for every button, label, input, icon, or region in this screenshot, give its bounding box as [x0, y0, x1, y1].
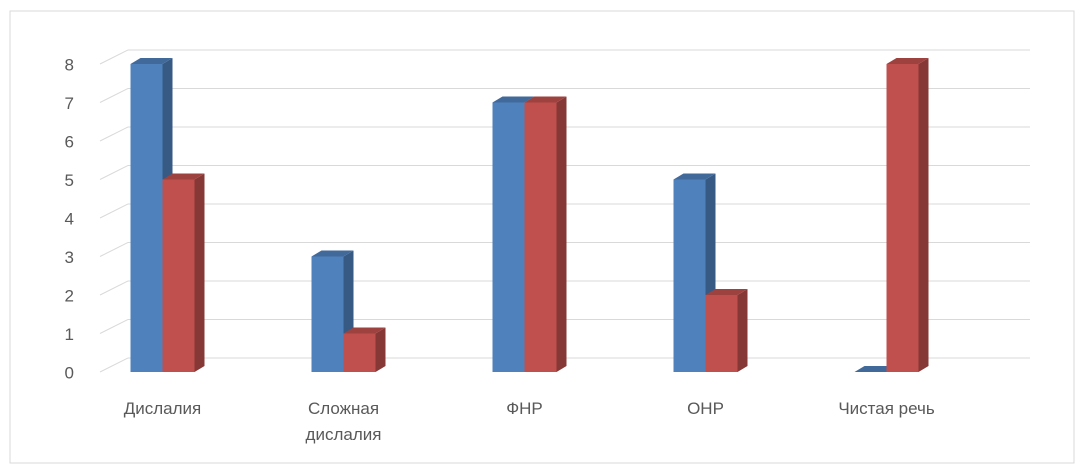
grid-line: [99, 203, 129, 219]
y-tick-label: 4: [65, 209, 74, 228]
bar: [886, 64, 919, 372]
y-tick-label: 6: [65, 132, 74, 151]
bar-top: [162, 173, 205, 180]
bar-side: [375, 327, 386, 372]
grid-line: [99, 49, 129, 65]
y-tick-label: 2: [65, 286, 74, 305]
y-tick-label: 8: [65, 55, 74, 74]
y-tick-label: 7: [65, 94, 74, 113]
x-tick-label: Сложная дислалия: [305, 399, 382, 444]
bar-top: [130, 58, 173, 64]
x-tick-label: Чистая речь: [838, 399, 935, 418]
grid-line: [99, 88, 129, 103]
bar-side: [194, 173, 205, 372]
grid-line: [99, 126, 129, 142]
grid-line: [99, 165, 129, 180]
x-tick-label: Дислалия: [123, 399, 202, 418]
bar-top: [524, 96, 567, 103]
bar: [311, 256, 344, 372]
bar-top: [492, 96, 535, 103]
grid-line: [99, 319, 129, 334]
y-tick-label: 0: [65, 363, 74, 382]
chart-border: [9, 10, 1075, 464]
bar-side: [556, 96, 567, 372]
bar-top: [343, 327, 386, 334]
bar-top: [311, 250, 354, 257]
bar: [343, 333, 376, 372]
bar-top: [854, 366, 897, 372]
bar: [162, 179, 195, 372]
grid-line: [99, 357, 129, 373]
bar-top: [705, 289, 748, 295]
bar-side: [737, 289, 748, 372]
bar: [673, 179, 706, 372]
bar-top: [673, 173, 716, 180]
bar-top: [886, 58, 929, 64]
bar-side: [918, 58, 929, 372]
bar: [524, 102, 557, 372]
bar: [130, 64, 163, 372]
y-tick-label: 1: [65, 325, 74, 344]
grid-line: [99, 280, 129, 296]
bar: [492, 102, 525, 372]
grid-line: [99, 242, 129, 257]
bar: [705, 295, 738, 372]
y-tick-label: 3: [65, 248, 74, 267]
y-tick-label: 5: [65, 171, 74, 190]
x-tick-label: ОНР: [687, 399, 724, 418]
x-tick-label: ФНР: [506, 399, 543, 418]
